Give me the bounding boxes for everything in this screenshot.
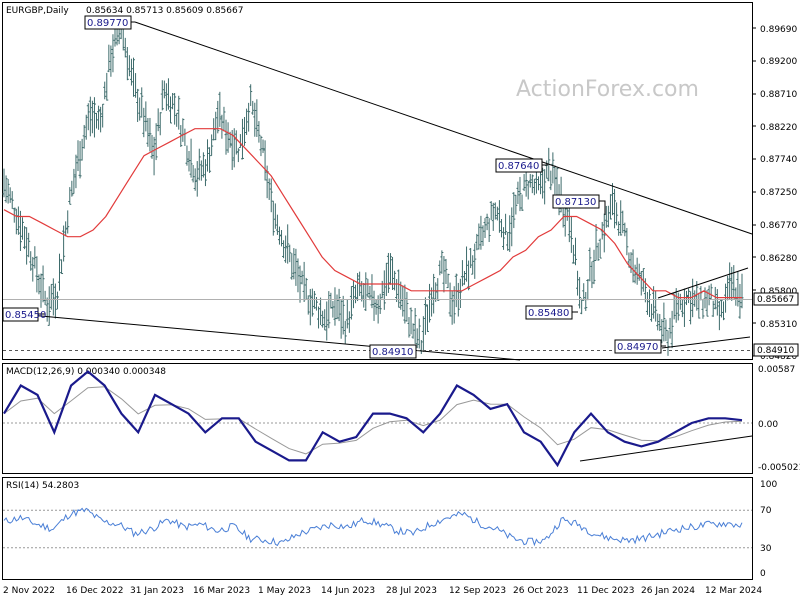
macd-tick: 0.00587 [758, 365, 795, 375]
price-tick: 0.88710 [760, 90, 797, 100]
price-tick: 0.85800 [760, 287, 797, 297]
date-tick: 14 Jun 2023 [321, 586, 375, 596]
svg-text:0.84970: 0.84970 [617, 342, 658, 353]
rsi-indicator [3, 507, 752, 549]
price-tick: 0.86280 [760, 254, 797, 264]
date-tick: 16 Mar 2023 [193, 586, 250, 596]
annotation-high-3: 0.87130 [552, 194, 600, 209]
macd-signal-line [3, 386, 743, 455]
price-tick: 0.87250 [760, 188, 797, 198]
annotation-connector [599, 200, 606, 215]
date-tick: 16 Dec 2022 [66, 586, 124, 596]
rsi-tick: 70 [760, 506, 772, 516]
annotation-low-4: 0.84970 [614, 339, 662, 354]
svg-text:0.85480: 0.85480 [528, 308, 569, 319]
price-tick: 0.84820 [760, 352, 797, 362]
price-tick: 0.87740 [760, 155, 797, 165]
macd-line [3, 370, 743, 468]
rsi-label: RSI(14) 54.2803 [6, 481, 79, 491]
trend-lines [29, 21, 753, 361]
ma-line [3, 128, 742, 299]
date-tick: 1 May 2023 [258, 586, 311, 596]
date-tick: 31 Jan 2023 [130, 586, 184, 596]
macd-tick: -0.005021 [758, 463, 800, 473]
date-tick: 26 Oct 2023 [513, 586, 569, 596]
date-tick: 12 Mar 2024 [705, 586, 762, 596]
symbol-label: EURGBP,Daily [6, 6, 69, 16]
lower-trendline [29, 314, 521, 361]
channel-upper-line [657, 267, 749, 299]
annotation-low-2: 0.84910 [369, 344, 417, 359]
moving-average [3, 128, 742, 299]
macd-tick: 0.00 [758, 420, 778, 430]
date-tick: 26 Jan 2024 [641, 586, 695, 596]
ohlc-bars [2, 16, 744, 356]
rsi-tick: 100 [760, 480, 777, 490]
date-tick: 11 Dec 2023 [577, 586, 635, 596]
macd-panel-frame [2, 363, 753, 474]
price-tick: 0.86770 [760, 221, 797, 231]
low-marker-box [753, 343, 799, 357]
main-panel-frame [2, 2, 753, 360]
date-tick: 2 Nov 2022 [3, 586, 55, 596]
rsi-axis: 100 70 30 0 [760, 480, 777, 579]
date-tick: 28 Jul 2023 [386, 586, 437, 596]
price-tick: 0.89690 [760, 25, 797, 35]
price-tick: 0.89200 [760, 57, 797, 67]
date-axis: 2 Nov 2022 16 Dec 2022 31 Jan 2023 16 Ma… [3, 586, 762, 596]
svg-text:0.89770: 0.89770 [87, 18, 128, 29]
rsi-panel-frame [2, 477, 753, 580]
ohlc-values: 0.85634 0.85713 0.85609 0.85667 [86, 6, 243, 16]
annotation-low-1: 0.85450 [2, 307, 46, 322]
price-axis: 0.89690 0.89200 0.88710 0.88220 0.87740 … [760, 25, 797, 362]
price-tick: 0.88220 [760, 123, 797, 133]
current-price-label: 0.85667 [757, 295, 794, 305]
rsi-tick: 0 [760, 569, 766, 579]
annotation-low-3: 0.85480 [525, 305, 573, 320]
low-marker-label: 0.84910 [757, 346, 794, 356]
upper-trendline [134, 21, 753, 235]
annotation-high-2: 0.87640 [495, 158, 543, 173]
date-tick: 12 Sep 2023 [449, 586, 506, 596]
watermark: ActionForex.com [516, 77, 699, 102]
current-price-box [753, 292, 799, 306]
rsi-tick: 30 [760, 544, 772, 554]
macd-trendline [579, 435, 753, 462]
svg-text:0.87640: 0.87640 [498, 161, 539, 172]
macd-indicator [3, 370, 753, 468]
rsi-line [3, 507, 743, 547]
channel-lower-line [661, 336, 751, 349]
svg-text:0.84910: 0.84910 [372, 347, 413, 358]
price-tick: 0.85310 [760, 320, 797, 330]
macd-axis: 0.00587 0.00 -0.005021 [758, 365, 800, 473]
annotation-high-1: 0.89770 [84, 15, 132, 30]
svg-text:0.85450: 0.85450 [5, 310, 46, 321]
svg-text:0.87130: 0.87130 [555, 197, 596, 208]
